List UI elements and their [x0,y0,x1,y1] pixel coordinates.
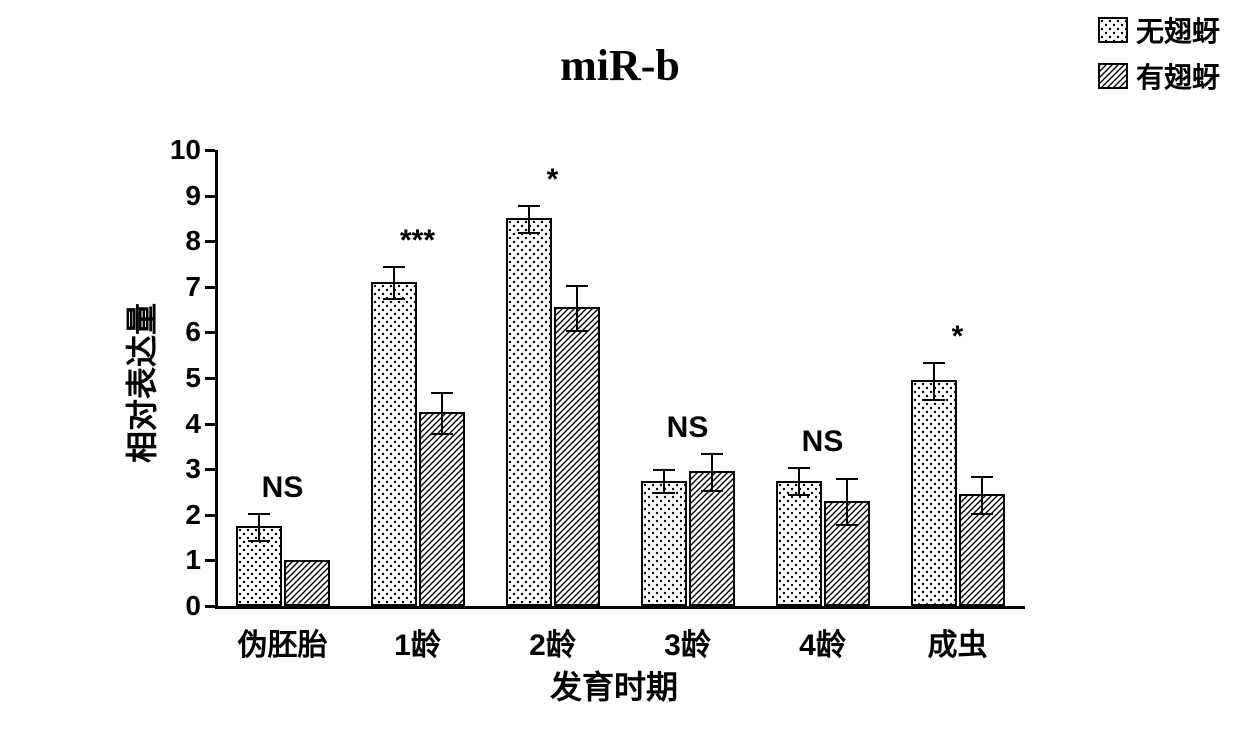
significance-label: * [952,320,964,354]
error-bar [393,266,395,298]
x-axis [215,606,1025,609]
error-cap [518,205,540,207]
error-bar [528,205,530,232]
error-cap [923,362,945,364]
bar [419,412,465,606]
error-bar [711,453,713,489]
plot-area: 012345678910伪胚胎NS1龄***2龄*3龄NS4龄NS成虫* [215,150,1025,606]
x-tick-label: 伪胚胎 [238,620,328,664]
y-axis-title: 相对表达量 [117,303,163,463]
x-tick-label: 2龄 [529,620,576,664]
error-cap [383,298,405,300]
x-tick-label: 3龄 [664,620,711,664]
error-bar [981,476,983,512]
y-tick-label: 6 [185,316,215,348]
legend-label: 无翅蚜 [1136,10,1220,50]
error-cap [701,453,723,455]
error-cap [701,490,723,492]
error-cap [248,540,270,542]
bar [911,380,957,606]
error-cap [383,266,405,268]
bar [371,282,417,606]
error-bar [576,285,578,331]
error-bar [933,362,935,398]
error-bar [441,392,443,433]
x-tick-label: 1龄 [394,620,441,664]
error-cap [788,494,810,496]
error-cap [971,476,993,478]
bar [641,481,687,606]
error-cap [431,433,453,435]
y-tick-label: 8 [185,225,215,257]
significance-label: * [547,163,559,197]
error-cap [653,469,675,471]
x-tick-label: 4龄 [799,620,846,664]
error-cap [566,330,588,332]
y-tick-label: 9 [185,180,215,212]
significance-label: *** [400,224,435,258]
legend-item: 有翅蚜 [1098,56,1220,96]
error-cap [971,513,993,515]
legend-swatch-winged [1098,63,1128,89]
error-cap [566,285,588,287]
legend-swatch-wingless [1098,17,1128,43]
x-axis-title: 发育时期 [550,662,678,708]
y-tick-label: 5 [185,362,215,394]
y-tick-label: 4 [185,408,215,440]
bar [506,218,552,606]
error-bar [663,469,665,492]
legend-label: 有翅蚜 [1136,56,1220,96]
bar [776,481,822,606]
error-cap [836,478,858,480]
chart-container: miR-b 无翅蚜 有翅蚜 0 1 2 3 4 5 6 7 8 9 10 伪胚胎 NS 1龄 *** 2龄 * 3… [0,0,1240,749]
bar [284,560,330,606]
error-cap [653,492,675,494]
error-bar [846,478,848,524]
legend-item: 无翅蚜 [1098,10,1220,50]
y-tick-label: 2 [185,499,215,531]
error-cap [431,392,453,394]
x-tick-label: 成虫 [928,620,988,664]
error-cap [248,513,270,515]
y-tick-label: 0 [185,590,215,622]
y-axis [215,150,218,609]
significance-label: NS [667,411,709,445]
y-tick-label: 3 [185,453,215,485]
y-tick-label: 1 [185,544,215,576]
error-cap [518,232,540,234]
error-cap [788,467,810,469]
significance-label: NS [802,425,844,459]
bar [554,307,600,606]
error-cap [836,524,858,526]
error-bar [258,513,260,540]
error-bar [798,467,800,494]
y-tick-label: 10 [170,134,215,166]
y-tick-label: 7 [185,271,215,303]
chart-title: miR-b [0,40,1240,91]
error-cap [923,399,945,401]
legend: 无翅蚜 有翅蚜 [1098,10,1220,102]
significance-label: NS [262,471,304,505]
